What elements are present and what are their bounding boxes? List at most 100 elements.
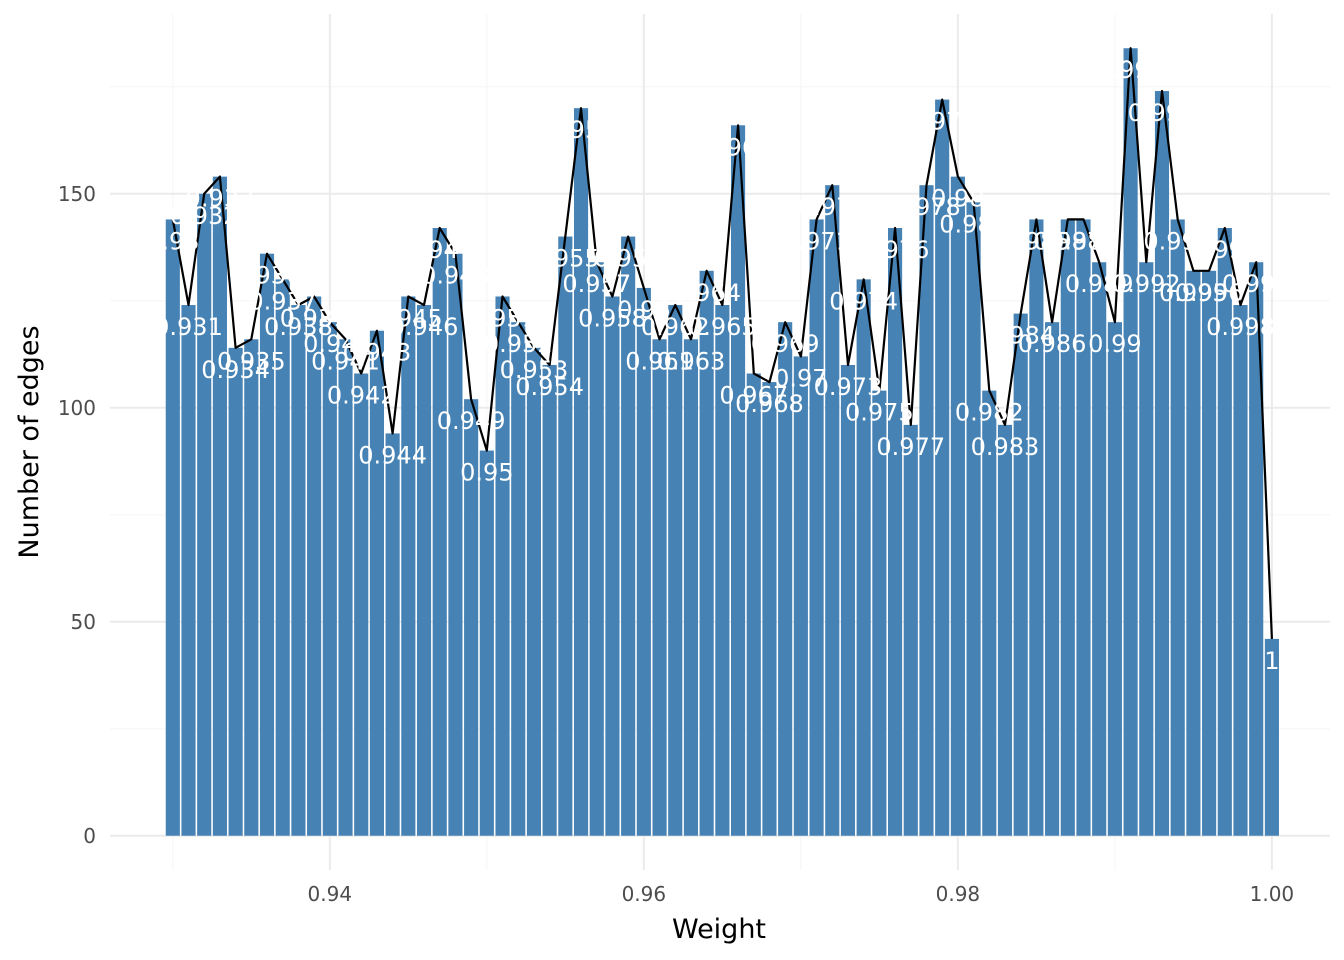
bar-value-label: 0.998: [1206, 313, 1275, 341]
bar-value-label: 0.989: [1065, 270, 1134, 298]
bar: [872, 390, 887, 836]
bar-value-label: 0.972: [798, 193, 867, 221]
bar-value-label: 0.94: [303, 330, 356, 358]
bar: [1139, 262, 1154, 836]
bar-value-label: 0.995: [1159, 279, 1228, 307]
trend-line: [171, 47, 1273, 639]
bar-value-label: 0.981: [939, 210, 1008, 238]
bar: [1217, 228, 1232, 836]
bar: [621, 236, 636, 836]
bar-value-label: 0.95: [460, 459, 513, 487]
bar-value-label: 0.976: [861, 236, 930, 264]
bar: [495, 296, 510, 836]
bar: [1264, 638, 1279, 836]
bar: [856, 279, 871, 836]
bar-value-label: 0.959: [594, 245, 663, 273]
bar: [809, 219, 824, 836]
bar: [589, 262, 604, 836]
bar: [966, 202, 981, 836]
bar-value-label: 0.952: [484, 330, 553, 358]
y-tick-label: 0: [83, 824, 96, 848]
bar-value-label: 0.993: [1128, 99, 1197, 127]
bar: [1060, 219, 1075, 836]
bar-value-label: 0.957: [562, 270, 631, 298]
bar: [354, 373, 369, 836]
bar-value-label: 0.984: [986, 322, 1055, 350]
bar-value-label: 0.967: [719, 382, 788, 410]
y-tick-label: 50: [71, 610, 96, 634]
bar: [1186, 270, 1201, 836]
bar-value-label: 0.968: [735, 390, 804, 418]
x-tick-label: 0.98: [936, 882, 981, 906]
bar: [307, 296, 322, 836]
bar: [950, 176, 965, 836]
bar: [259, 253, 275, 836]
bar: [526, 347, 542, 836]
bar: [573, 108, 589, 836]
bar: [244, 339, 259, 836]
bar: [228, 347, 243, 836]
y-tick-label: 100: [58, 396, 96, 420]
bar: [181, 305, 196, 836]
bar: [1013, 313, 1028, 836]
bar: [448, 253, 463, 836]
bar-value-label: 0.943: [343, 339, 412, 367]
bar: [385, 433, 400, 836]
bar-value-label: 0.931: [154, 313, 223, 341]
bar: [840, 364, 856, 836]
bar: [464, 399, 479, 836]
bar: [935, 99, 950, 836]
x-tick-label: 0.96: [622, 882, 667, 906]
bar: [1123, 48, 1138, 836]
bar: [338, 339, 353, 836]
bar: [291, 305, 306, 836]
bar: [715, 305, 730, 836]
bar-value-label: 0.983: [971, 433, 1040, 461]
bar-value-label: 0.965: [688, 313, 757, 341]
bar-value-label: 0.939: [280, 304, 349, 332]
bar: [1045, 322, 1060, 836]
bar-value-label: 0.992: [1112, 270, 1181, 298]
bar-value-label: 0.953: [500, 356, 569, 384]
bar: [165, 219, 180, 836]
bar-value-label: 0.987: [1033, 227, 1102, 255]
bar: [558, 236, 573, 836]
bar: [746, 373, 761, 836]
bar-value-label: 0.961: [625, 347, 694, 375]
bar: [652, 339, 667, 836]
bar-labels: 0.930.9310.9320.9330.9340.9350.9360.9370…: [146, 56, 1290, 675]
bar-value-label: 0.946: [390, 313, 459, 341]
x-axis-ticks: 0.94 0.96 0.98 1.00: [308, 882, 1295, 906]
bar-value-label: 0.985: [1002, 227, 1071, 255]
bar: [1029, 219, 1044, 836]
bar-value-label: 0.971: [782, 227, 851, 255]
bar: [1202, 270, 1217, 836]
bar: [1170, 219, 1185, 836]
bar-value-label: 0.935: [217, 347, 286, 375]
x-tick-label: 1.00: [1250, 882, 1295, 906]
bar: [762, 382, 777, 836]
bar-value-label: 0.97: [774, 364, 827, 392]
bar-value-label: 0.964: [672, 279, 741, 307]
bar: [542, 364, 557, 836]
bar: [636, 287, 651, 836]
bar-value-label: 0.982: [955, 399, 1024, 427]
bar: [683, 339, 699, 836]
bar-value-label: 0.977: [876, 433, 945, 461]
bar-value-label: 0.945: [374, 304, 443, 332]
bar-value-label: 0.932: [170, 202, 239, 230]
bar: [1233, 305, 1248, 836]
bar: [322, 322, 337, 836]
bar-value-label: 0.969: [751, 330, 820, 358]
bar: [605, 296, 620, 836]
bar: [432, 228, 447, 836]
bars: [165, 48, 1279, 836]
x-tick-label: 0.94: [308, 882, 353, 906]
bar-value-label: 0.963: [657, 347, 726, 375]
bar-value-label: 0.962: [641, 313, 710, 341]
x-axis-title: Weight: [672, 914, 766, 945]
bar-value-label: 0.93: [146, 227, 199, 255]
bar: [1092, 262, 1107, 836]
bar: [369, 330, 384, 836]
bar-value-label: 0.994: [1143, 227, 1212, 255]
